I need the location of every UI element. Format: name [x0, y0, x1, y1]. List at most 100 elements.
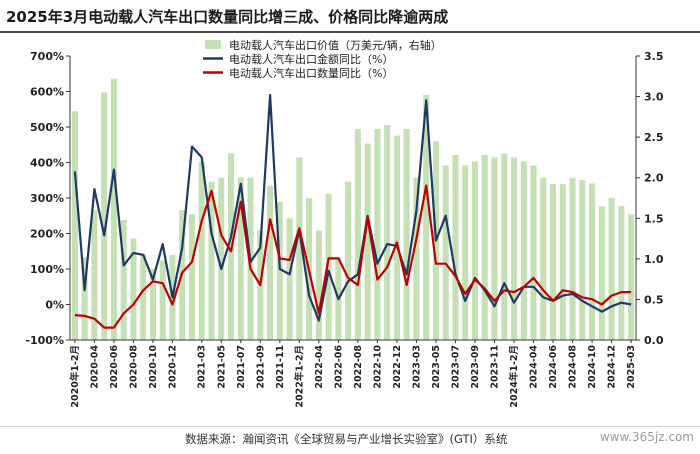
bar-2024-10 [589, 183, 596, 340]
bar-2020-09 [140, 253, 147, 340]
bar-2024-06 [550, 184, 557, 340]
left-tick-label: 300% [30, 192, 64, 205]
bar-2023-09 [471, 161, 479, 340]
export-volume-yoy-line [74, 184, 632, 329]
x-tick-label: 2021-03 [197, 345, 208, 389]
watermark: www.365jz.com [599, 430, 694, 444]
left-tick-label: 600% [30, 86, 64, 99]
bar-2023-11 [491, 157, 498, 340]
bar-2023-03 [413, 177, 420, 340]
right-tick-label: 0.0 [644, 334, 664, 347]
bar-2021-03 [198, 161, 205, 340]
x-tick-label: 2020-04 [89, 345, 100, 389]
x-tick-label: 2024-12 [607, 345, 618, 389]
left-tick-label: 0% [45, 299, 64, 312]
bar-2022-11 [384, 124, 391, 340]
export-value-yoy-line [73, 93, 632, 322]
axes: -100% 0% 100% 200% 300% 400% 500% 600% 700% 0.0 0.… [25, 50, 663, 408]
x-tick-label: 2023-11 [490, 345, 501, 389]
bar-2020-03 [81, 257, 88, 340]
bar-2022-10 [374, 129, 381, 340]
bar-2023-04 [423, 94, 430, 340]
x-tick-label: 2024年1-2月 [508, 345, 520, 408]
x-tick-label: 2022-04 [314, 345, 325, 389]
x-tick-label: 2023-09 [470, 345, 481, 389]
right-tick-label: 0.5 [644, 293, 664, 306]
x-tick-label: 2024-04 [529, 345, 540, 389]
right-tick-label: 3.0 [644, 91, 664, 104]
bar-2024-07 [559, 184, 566, 340]
x-tick-label: 2021-05 [216, 345, 227, 389]
x-tick-label: 2023-05 [431, 345, 442, 389]
source-note: 数据来源：瀚闻资讯《全球贸易与产业增长实验室》(GTI）系统 [185, 432, 508, 446]
legend-label: 电动载人汽车出口数量同比（%） [229, 66, 393, 80]
left-tick-label: 200% [30, 228, 64, 241]
bar-2022-07 [345, 181, 352, 340]
x-tick-label: 2024-06 [548, 345, 559, 389]
bar-2022年1-2月 [296, 157, 303, 340]
bar-2024-05 [540, 177, 547, 340]
left-tick-label: 500% [30, 121, 64, 134]
bar-2023-07 [452, 154, 459, 340]
bar-2024-04 [530, 165, 537, 340]
title-bar: 2025年3月电动载人汽车出口数量同比增三成、价格同比降逾两成 [0, 0, 700, 33]
x-tick-label: 2021-09 [255, 345, 266, 389]
bar-2023-10 [481, 154, 488, 340]
left-tick-label: 100% [30, 263, 64, 276]
bar-2021-02 [188, 214, 196, 340]
bar-2023年1-2月 [403, 129, 410, 340]
bar-2021-07 [237, 177, 244, 340]
line-series [73, 93, 632, 329]
left-tick-label: 400% [30, 157, 64, 170]
bar-2021-04 [208, 181, 215, 340]
bar-2022-12 [393, 135, 400, 340]
right-tick-label: 1.5 [644, 212, 664, 225]
x-tick-label: 2023-03 [411, 345, 422, 389]
x-tick-label: 2022-08 [353, 345, 364, 389]
bar-2024-09 [579, 180, 586, 340]
bar-2024年1-2月 [510, 157, 518, 340]
x-tick-label: 2024-10 [587, 345, 598, 389]
legend-label: 电动载人汽车出口金额同比（%） [229, 52, 393, 66]
bar-2022-04 [315, 230, 322, 340]
bar-2022-09 [364, 143, 371, 340]
legend: 电动载人汽车出口价值（万美元/辆，右轴）电动载人汽车出口金额同比（%）电动载人汽… [203, 38, 442, 80]
bar-2020-04 [91, 210, 98, 340]
bar-2024-11 [598, 206, 605, 340]
bar-2022-05 [325, 193, 332, 340]
x-tick-label: 2024-08 [568, 345, 579, 389]
x-tick-label: 2020-12 [167, 345, 178, 389]
bar-2020-06 [110, 78, 117, 340]
bar-2025-03 [628, 214, 635, 340]
left-tick-label: -100% [25, 334, 64, 347]
x-tick-label: 2020年1-2月 [69, 345, 81, 408]
bar-2020-05 [101, 92, 108, 340]
bar-2020年1-2月 [71, 111, 78, 340]
bar-2023-06 [442, 165, 449, 340]
bar-2022-08 [354, 129, 361, 340]
x-tick-label: 2020-08 [128, 345, 139, 389]
bar-2023-12 [501, 153, 508, 340]
footer-divider [0, 426, 700, 427]
legend-swatch-bar [205, 40, 221, 49]
bar-2020-11 [159, 260, 166, 340]
left-tick-label: 700% [30, 50, 64, 63]
bar-2024-03 [520, 161, 527, 340]
x-tick-label: 2021-11 [275, 345, 286, 389]
x-tick-label: 2020-10 [148, 345, 159, 389]
x-tick-label: 2022年1-2月 [293, 345, 305, 408]
bar-2021-11 [276, 202, 283, 340]
bar-2021-12 [286, 218, 293, 340]
bar-2023-08 [462, 165, 469, 340]
x-tick-label: 2022-12 [392, 345, 403, 389]
right-tick-label: 3.5 [644, 50, 664, 63]
title-divider [0, 31, 700, 33]
chart-svg: -100% 0% 100% 200% 300% 400% 500% 600% 700% 0.0 0.… [25, 38, 663, 408]
bar-2021-10 [267, 185, 274, 340]
bar-2021-05 [218, 177, 225, 340]
chart-title: 2025年3月电动载人汽车出口数量同比增三成、价格同比降逾两成 [6, 8, 449, 26]
bar-2020-08 [130, 238, 137, 340]
bar-2020-07 [120, 219, 127, 340]
bar-2024-12 [608, 198, 615, 340]
legend-label: 电动载人汽车出口价值（万美元/辆，右轴） [229, 38, 442, 52]
